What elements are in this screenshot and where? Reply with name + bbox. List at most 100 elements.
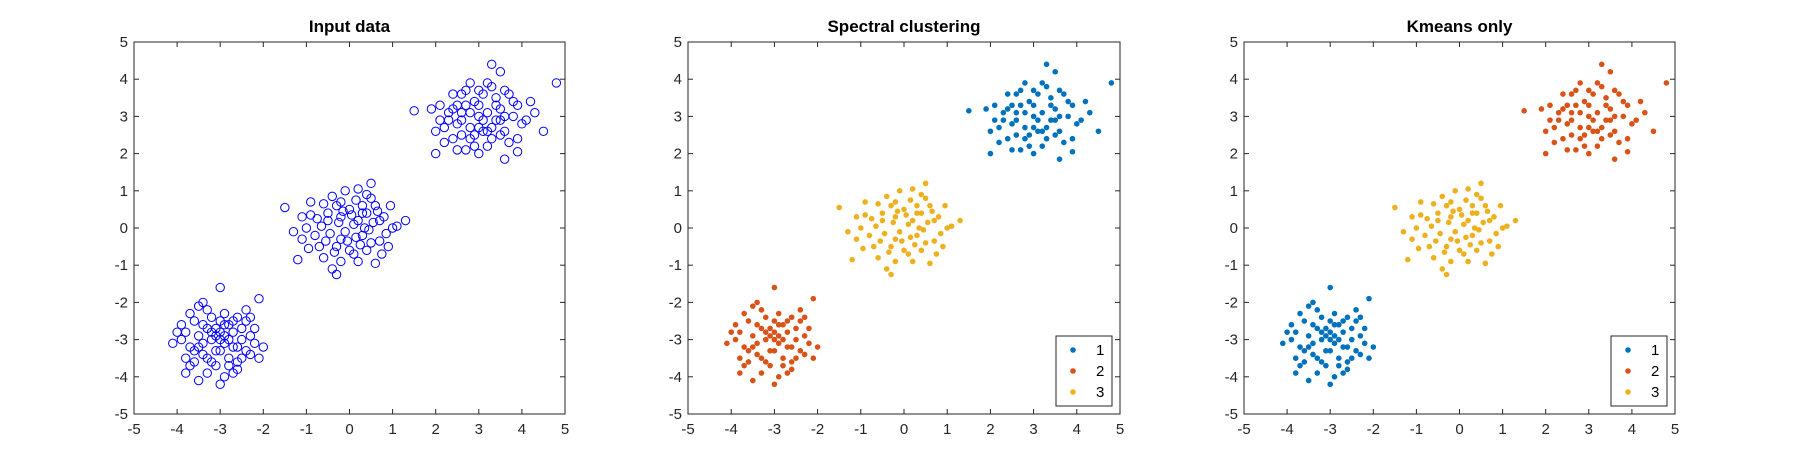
- data-point: [461, 85, 471, 96]
- data-point-series-2: [767, 347, 773, 354]
- data-point-series-1: [1353, 318, 1359, 324]
- data-point: [366, 193, 376, 203]
- data-point-series-1: [1340, 329, 1346, 335]
- y-tick-label: -4: [115, 369, 128, 386]
- data-point-series-2: [1568, 109, 1575, 116]
- data-point-series-1: [1078, 117, 1084, 123]
- data-point-series-2: [745, 318, 752, 324]
- data-point-series-3: [1439, 193, 1446, 200]
- data-point-series-3: [1452, 228, 1458, 235]
- data-point-series-3: [1465, 186, 1471, 192]
- x-tick-label: 3: [475, 421, 483, 438]
- data-point-series-1: [1327, 336, 1333, 343]
- data-point-series-2: [758, 307, 765, 313]
- data-point-series-1: [1288, 321, 1295, 328]
- data-point-series-3: [909, 258, 916, 265]
- x-tick-label: -4: [1280, 421, 1293, 438]
- y-tick-label: -3: [115, 332, 128, 349]
- y-tick-label: 1: [1230, 183, 1238, 200]
- data-point-series-1: [1043, 135, 1050, 142]
- data-point-series-1: [1069, 148, 1076, 155]
- data-point-series-1: [1310, 321, 1316, 328]
- data-point: [303, 243, 314, 254]
- data-point-series-1: [1056, 87, 1063, 94]
- x-tick-label: -5: [1237, 421, 1250, 438]
- data-point-series-1: [987, 128, 994, 135]
- data-point-series-2: [1611, 113, 1618, 120]
- data-point-series-2: [1555, 109, 1562, 116]
- data-point: [355, 240, 365, 250]
- data-point-series-1: [1039, 128, 1046, 135]
- y-tick-label: -5: [1225, 406, 1238, 423]
- data-point-series-3: [948, 223, 955, 229]
- data-point-series-2: [1547, 117, 1553, 123]
- data-point-series-1: [1039, 80, 1046, 86]
- y-tick-label: -4: [669, 369, 682, 386]
- data-point: [314, 241, 325, 252]
- data-point-series-3: [892, 236, 899, 242]
- data-point-series-3: [1417, 199, 1424, 205]
- x-tick-label: -1: [854, 421, 867, 438]
- data-point-series-2: [1573, 147, 1579, 153]
- data-point-series-3: [1400, 228, 1407, 235]
- data-point-series-1: [1340, 318, 1346, 324]
- data-point: [340, 227, 350, 237]
- data-point-series-2: [732, 336, 739, 343]
- chart-title: Kmeans only: [1407, 17, 1513, 36]
- x-tick-label: -4: [170, 421, 183, 438]
- data-point-series-1: [1095, 128, 1102, 135]
- data-point-series-1: [1336, 362, 1342, 369]
- data-point-series-2: [806, 325, 812, 332]
- data-point-series-2: [780, 362, 786, 369]
- data-point-series-3: [875, 201, 881, 207]
- data-point-series-2: [788, 344, 795, 350]
- data-point-series-3: [1430, 201, 1437, 207]
- data-point-series-3: [912, 241, 918, 248]
- data-point: [206, 327, 217, 337]
- data-point: [362, 208, 372, 218]
- data-point-series-3: [909, 186, 916, 192]
- data-point: [431, 126, 441, 136]
- data-point-series-1: [1035, 91, 1041, 97]
- data-point-series-2: [1547, 102, 1553, 109]
- data-point: [254, 293, 264, 304]
- data-point-series-2: [741, 310, 747, 317]
- data-point-series-1: [1323, 325, 1329, 332]
- data-point: [448, 134, 458, 144]
- data-point: [206, 312, 217, 322]
- data-point: [318, 199, 329, 209]
- data-point-series-1: [1353, 307, 1359, 313]
- data-point-series-2: [1607, 106, 1614, 112]
- data-point: [357, 208, 368, 218]
- y-tick-label: 0: [120, 220, 128, 237]
- data-point-series-2: [1564, 147, 1571, 153]
- data-point-series-3: [1463, 197, 1469, 203]
- data-point-series-1: [991, 117, 998, 123]
- data-point-series-3: [1424, 215, 1430, 222]
- data-point-series-3: [933, 251, 940, 257]
- y-tick-label: 3: [1230, 108, 1238, 125]
- data-point: [219, 372, 230, 382]
- data-point-series-1: [1305, 377, 1312, 384]
- data-point: [431, 148, 441, 159]
- data-point: [185, 308, 195, 319]
- data-point-series-3: [858, 225, 864, 231]
- data-point: [202, 305, 212, 315]
- data-point-series-1: [1301, 347, 1308, 354]
- x-tick-label: 2: [432, 421, 440, 438]
- data-point-series-2: [1598, 83, 1605, 90]
- data-point-series-2: [737, 355, 743, 362]
- data-point-series-2: [1663, 80, 1670, 86]
- data-point: [340, 186, 350, 196]
- data-point: [456, 130, 467, 140]
- data-point: [351, 195, 361, 205]
- data-point-series-1: [1013, 132, 1020, 138]
- data-point-series-2: [775, 310, 782, 317]
- data-point-series-1: [1323, 347, 1329, 354]
- data-point-series-2: [737, 370, 743, 376]
- x-tick-label: 3: [1585, 421, 1593, 438]
- data-point-series-2: [814, 344, 821, 350]
- data-point-series-3: [879, 210, 886, 216]
- data-point: [409, 106, 419, 116]
- data-point-series-1: [996, 139, 1002, 146]
